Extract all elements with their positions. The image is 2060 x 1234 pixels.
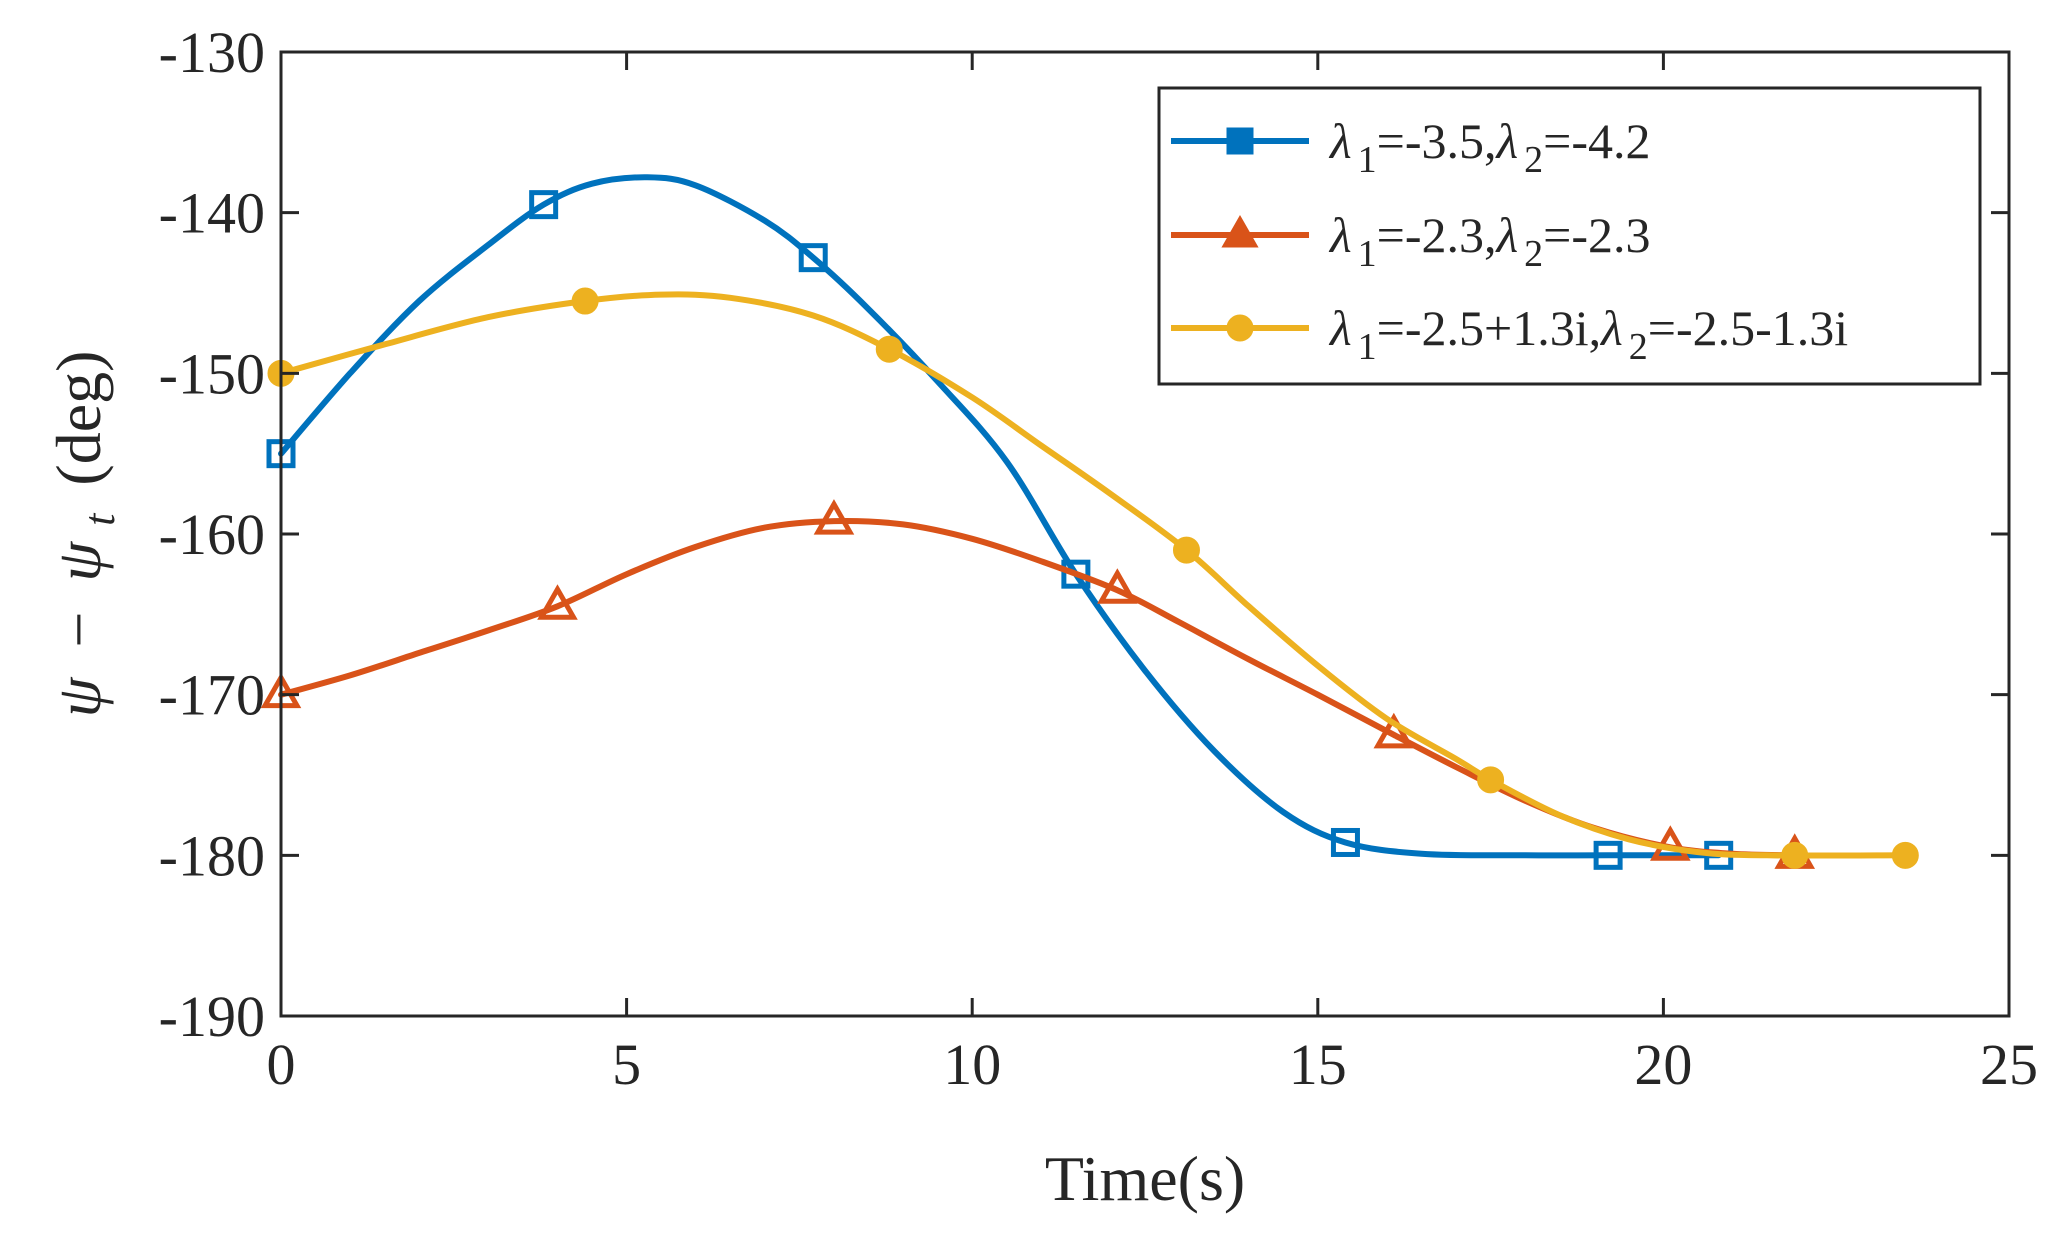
legend-entry-1: λ 1=-3.5,λ 2=-4.2 bbox=[1171, 113, 1651, 181]
y-tick-label: -190 bbox=[159, 984, 265, 1049]
y-tick-label: -150 bbox=[159, 341, 265, 406]
ticks-layer: 0 5 10 15 20 25 -130 -140 -150 -160 -170 -180 -190 bbox=[159, 20, 2038, 1097]
legend: λ 1=-3.5,λ 2=-4.2 λ 1=-2.3,λ 2=-2.3 λ 1=-2.5+… bbox=[1157, 86, 1982, 386]
legend-label-2: λ 1=-2.3,λ 2=-2.3 bbox=[1328, 207, 1651, 275]
data-point bbox=[1891, 841, 1919, 869]
y-label-sub: t bbox=[75, 512, 124, 526]
data-point bbox=[1593, 840, 1623, 870]
y-label-psi-t: ψ bbox=[43, 541, 114, 582]
y-label-minus: − bbox=[43, 612, 114, 648]
y-tick-label: -170 bbox=[159, 663, 265, 728]
legend-entry-3: λ 1=-2.5+1.3i,λ 2=-2.5-1.3i bbox=[1171, 300, 1848, 368]
legend-entry-2: λ 1=-2.3,λ 2=-2.3 bbox=[1171, 207, 1651, 275]
data-point bbox=[1172, 536, 1200, 564]
series-3 bbox=[267, 287, 1919, 869]
y-tick-label: -180 bbox=[159, 823, 265, 888]
y-tick-label: -160 bbox=[159, 502, 265, 567]
y-tick-label: -130 bbox=[159, 20, 265, 85]
data-point bbox=[1097, 568, 1138, 604]
data-point bbox=[813, 499, 855, 535]
y-tick-label: -140 bbox=[159, 181, 265, 246]
legend-marker-circle bbox=[1226, 314, 1254, 342]
x-tick-label: 5 bbox=[612, 1032, 641, 1097]
y-label-psi: ψ bbox=[43, 676, 114, 717]
data-point bbox=[1477, 766, 1505, 794]
y-label-units: (deg) bbox=[43, 351, 114, 486]
data-point bbox=[537, 584, 578, 620]
data-point bbox=[1373, 712, 1415, 749]
series-line-1 bbox=[278, 174, 1722, 859]
data-point bbox=[529, 190, 559, 220]
x-axis-label: Time(s) bbox=[1045, 1143, 1245, 1214]
x-tick-label: 15 bbox=[1289, 1032, 1347, 1097]
legend-marker-triangle bbox=[1221, 214, 1259, 248]
data-point bbox=[875, 335, 903, 363]
plot-frame bbox=[279, 50, 2011, 1018]
legend-label-3: λ 1=-2.5+1.3i,λ 2=-2.5-1.3i bbox=[1328, 300, 1848, 368]
data-point bbox=[798, 243, 828, 273]
series-layer bbox=[260, 174, 1919, 870]
x-tick-label: 0 bbox=[267, 1032, 296, 1097]
data-point bbox=[1061, 559, 1091, 589]
data-point bbox=[1781, 841, 1809, 869]
legend-label-1: λ 1=-3.5,λ 2=-4.2 bbox=[1328, 113, 1651, 181]
x-tick-label: 10 bbox=[943, 1032, 1001, 1097]
legend-marker-square bbox=[1226, 127, 1254, 155]
data-point bbox=[571, 287, 599, 315]
y-axis-label: ψ − ψ t (deg) bbox=[43, 351, 128, 718]
data-point bbox=[1330, 827, 1360, 857]
series-1 bbox=[266, 174, 1734, 870]
x-tick-label: 25 bbox=[1980, 1032, 2038, 1097]
x-tick-label: 20 bbox=[1634, 1032, 1692, 1097]
series-line-3 bbox=[278, 291, 1909, 859]
